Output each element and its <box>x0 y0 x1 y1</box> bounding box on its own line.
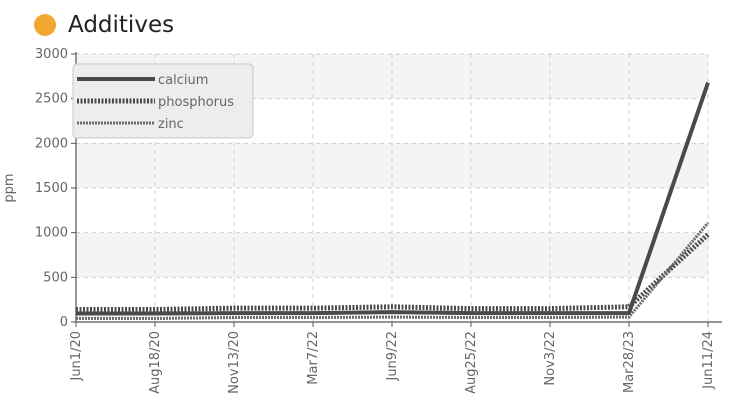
x-tick-label: Jun9/22 <box>385 331 400 382</box>
legend-box <box>72 63 254 139</box>
y-tick-label: 2000 <box>35 136 68 151</box>
y-tick-label: 2500 <box>35 92 68 107</box>
y-tick-label: 3000 <box>35 47 68 62</box>
x-tick-label: Mar28/23 <box>622 331 637 393</box>
y-tick-label: 500 <box>43 270 68 285</box>
x-tick-label: Aug25/22 <box>464 331 479 394</box>
x-tick-label: Nov13/20 <box>227 331 242 394</box>
y-axis-label: ppm <box>2 173 17 202</box>
y-tick-label: 1000 <box>35 226 68 241</box>
status-dot-icon <box>34 14 56 36</box>
series-line-phosphorus <box>76 232 710 312</box>
legend-label-calcium: calcium <box>158 73 208 88</box>
x-tick-label: Jun1/20 <box>69 331 84 382</box>
series-line-zinc <box>76 221 710 320</box>
legend-label-zinc: zinc <box>158 117 184 132</box>
x-tick-label: Jun11/24 <box>701 331 716 390</box>
chart-header: Additives <box>34 8 174 42</box>
y-tick-label: 1500 <box>35 181 68 196</box>
x-tick-label: Aug18/20 <box>148 331 163 394</box>
series-line-calcium <box>76 81 710 316</box>
chart-title: Additives <box>68 12 175 38</box>
legend-label-phosphorus: phosphorus <box>158 95 234 110</box>
y-tick-label: 0 <box>60 315 68 330</box>
x-tick-label: Nov3/22 <box>543 331 558 386</box>
x-tick-label: Mar7/22 <box>306 331 321 385</box>
